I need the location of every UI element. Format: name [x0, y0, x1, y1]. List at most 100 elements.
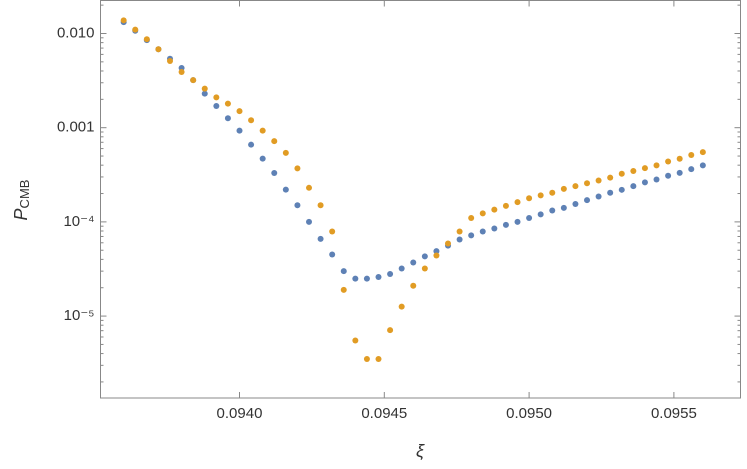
data-point — [502, 202, 509, 209]
data-point — [132, 26, 139, 33]
x-tick-label: 0.0945 — [361, 405, 407, 422]
data-point — [618, 186, 625, 193]
data-point — [607, 189, 614, 196]
data-point — [537, 192, 544, 199]
data-point — [178, 69, 185, 76]
data-point — [329, 251, 336, 258]
data-point — [387, 270, 394, 277]
data-point — [676, 155, 683, 162]
data-point — [595, 177, 602, 184]
data-point — [213, 94, 220, 101]
x-tick-label: 0.0955 — [651, 405, 697, 422]
data-point — [421, 253, 428, 260]
data-point — [271, 138, 278, 145]
data-point — [479, 228, 486, 235]
data-point — [560, 204, 567, 211]
data-point — [549, 189, 556, 196]
data-point — [167, 58, 174, 65]
data-point — [653, 162, 660, 169]
data-point — [676, 169, 683, 176]
data-point — [641, 179, 648, 186]
data-point — [618, 170, 625, 177]
data-point — [526, 214, 533, 221]
data-point — [410, 259, 417, 266]
data-point — [479, 210, 486, 217]
data-point — [375, 356, 382, 363]
data-point — [317, 202, 324, 209]
plot-frame — [100, 0, 741, 399]
data-point — [699, 162, 706, 169]
data-point — [340, 286, 347, 293]
data-point — [526, 195, 533, 202]
x-axis-label: ξ — [416, 441, 425, 461]
data-point — [282, 186, 289, 193]
data-point — [688, 151, 695, 158]
data-point — [236, 127, 243, 134]
y-tick-label: 0.010 — [57, 24, 95, 41]
data-point — [306, 184, 313, 191]
data-point — [340, 268, 347, 275]
data-point — [375, 273, 382, 280]
x-tick-label: 0.0940 — [217, 405, 263, 422]
data-point — [514, 218, 521, 225]
data-point — [410, 282, 417, 289]
data-point — [445, 240, 452, 247]
data-point — [236, 108, 243, 115]
y-axis-label: PCMB — [11, 180, 33, 221]
data-point — [363, 275, 370, 282]
data-point — [595, 193, 602, 200]
data-point — [421, 265, 428, 272]
data-point — [398, 303, 405, 310]
data-point — [537, 211, 544, 218]
data-point — [294, 165, 301, 172]
data-point — [306, 218, 313, 225]
data-point — [688, 166, 695, 173]
data-point — [213, 102, 220, 109]
data-point — [352, 337, 359, 344]
data-point — [456, 236, 463, 243]
data-point — [352, 275, 359, 282]
data-point — [201, 85, 208, 92]
y-axis-label-sub: CMB — [17, 180, 32, 209]
y-axis-label-main: P — [11, 208, 31, 220]
data-point — [630, 183, 637, 190]
data-point — [398, 265, 405, 272]
data-point — [143, 36, 150, 43]
data-point — [294, 202, 301, 209]
data-point — [665, 172, 672, 179]
data-point — [514, 199, 521, 206]
data-point — [190, 77, 197, 84]
data-point — [549, 207, 556, 214]
data-point — [572, 200, 579, 207]
data-point — [248, 141, 255, 148]
data-point — [120, 17, 127, 24]
data-point — [468, 232, 475, 239]
data-point — [584, 180, 591, 187]
data-point — [248, 117, 255, 124]
data-point — [433, 248, 440, 255]
data-point — [665, 158, 672, 165]
y-tick-label: 10⁻⁵ — [64, 307, 95, 324]
data-point — [653, 176, 660, 183]
x-tick-label: 0.0950 — [506, 405, 552, 422]
data-point — [259, 127, 266, 134]
data-point — [630, 167, 637, 174]
data-point — [572, 183, 579, 190]
data-point — [201, 90, 208, 97]
data-point — [387, 327, 394, 334]
data-point — [282, 149, 289, 156]
data-point — [456, 228, 463, 235]
data-point — [224, 115, 231, 122]
data-point — [363, 356, 370, 363]
data-point — [329, 228, 336, 235]
y-tick-label: 10⁻⁴ — [63, 213, 94, 230]
data-point — [433, 252, 440, 259]
data-point — [641, 165, 648, 172]
data-point — [259, 155, 266, 162]
data-point — [468, 214, 475, 221]
data-point — [699, 149, 706, 156]
data-point — [491, 206, 498, 213]
data-point — [491, 225, 498, 232]
data-point — [224, 100, 231, 107]
